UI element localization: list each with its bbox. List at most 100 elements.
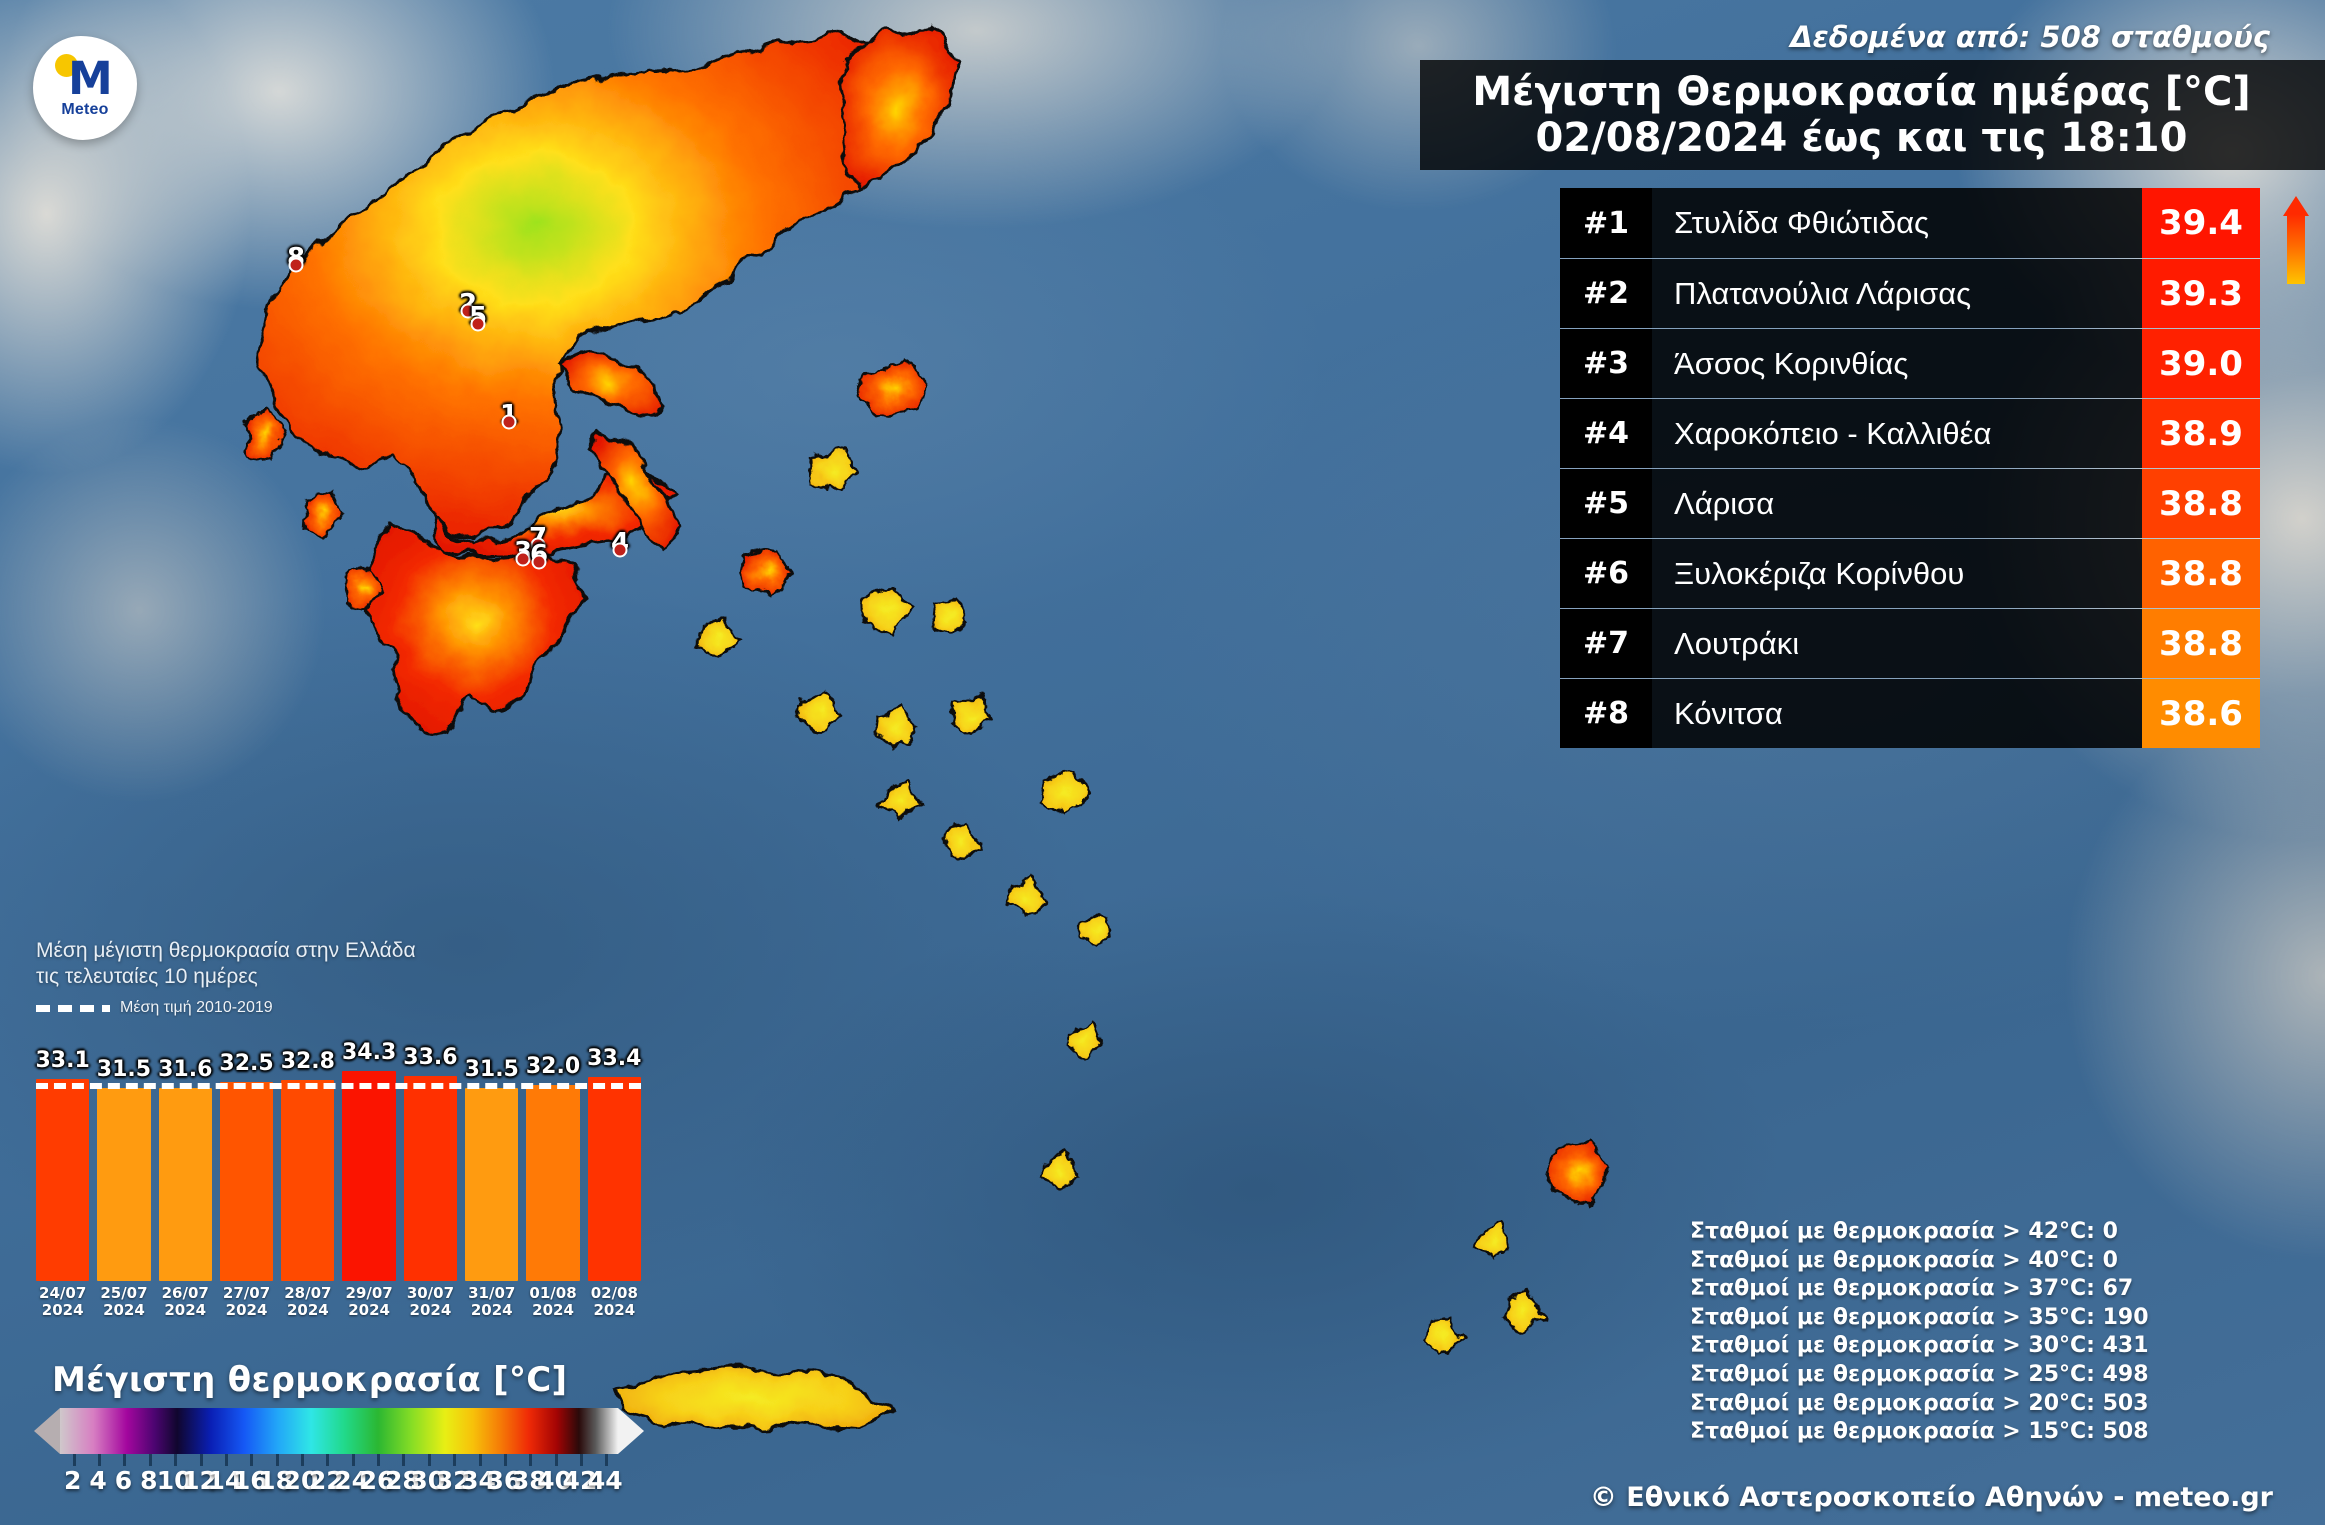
colorbar-tick <box>199 1454 203 1466</box>
copyright-line: © Εθνικό Αστεροσκοπείο Αθηνών - meteo.gr <box>1589 1482 2273 1513</box>
table-row: #8 Κόνιτσα 38.6 <box>1560 678 2260 748</box>
threshold-stat-line: Σταθμοί με θερμοκρασία > 30°C: 431 <box>1690 1333 2149 1359</box>
chart-date-label: 30/07 2024 <box>404 1285 457 1319</box>
colorbar-tick-labels: 2 4 6 8 10 12 14 16 18 20 22 24 26 28 30 32 34 36 38 40 42 44 <box>60 1466 623 1500</box>
threshold-stat-line: Σταθμοί με θερμοκρασία > 37°C: 67 <box>1690 1276 2134 1302</box>
colorbar-tick <box>250 1454 254 1466</box>
chart-date-label: 31/07 2024 <box>465 1285 518 1319</box>
colorbar-tick <box>579 1454 583 1466</box>
colorbar-tick-label: 4 <box>89 1466 107 1495</box>
threshold-stat-line: Σταθμοί με θερμοκρασία > 35°C: 190 <box>1690 1304 2149 1330</box>
chart-date-label: 02/08 2024 <box>588 1285 641 1319</box>
chart-bar <box>36 1078 90 1282</box>
colorbar-tick-label: 2 <box>63 1466 82 1495</box>
logo-sun-dot <box>55 54 78 77</box>
station-marker-dot <box>530 537 546 553</box>
table-row: #2 Πλατανούλια Λάρισας 39.3 <box>1560 258 2260 328</box>
colorbar-tick-label: 6 <box>114 1466 133 1495</box>
chart-bar-value: 33.4 <box>587 1045 642 1071</box>
chart-date-day: 30/07 <box>406 1284 455 1303</box>
chart-date-day: 02/08 <box>590 1284 638 1303</box>
colorbar-right-cap <box>618 1408 644 1454</box>
station-marker-dot <box>612 542 628 558</box>
colorbar-ticks <box>60 1454 618 1466</box>
station-marker-dot <box>470 316 486 332</box>
table-row: #6 Ξυλοκέριζα Κορίνθου 38.8 <box>1560 538 2260 608</box>
chart-date-year: 2024 <box>164 1301 207 1320</box>
station-temperature: 38.8 <box>2142 469 2260 538</box>
station-temperature: 38.8 <box>2142 539 2260 608</box>
colorbar-tick <box>605 1454 609 1466</box>
temperature-colorbar: Μέγιστη θερμοκρασία [°C] 2 4 6 8 10 12 14 16 18 2… <box>34 1360 644 1500</box>
chart-bar <box>587 1076 641 1282</box>
chart-caption-line2: τις τελευταίες 10 ημέρες <box>36 964 258 988</box>
chart-bar-value: 34.3 <box>341 1040 397 1066</box>
chart-bar-value: 31.5 <box>96 1057 152 1083</box>
logo-wordmark: Meteo <box>61 101 109 118</box>
colorbar-tick-label: 28 <box>385 1466 420 1495</box>
station-name: Κόνιτσα <box>1652 679 2142 748</box>
chart-bar <box>281 1080 335 1282</box>
colorbar-tick <box>123 1454 127 1466</box>
stations-count-note: Δεδομένα από: 508 σταθμούς <box>1790 20 2270 54</box>
colorbar-tick-label: 22 <box>308 1466 344 1495</box>
threshold-stat-line: Σταθμοί με θερμοκρασία > 20°C: 503 <box>1690 1390 2149 1416</box>
colorbar-tick-label: 16 <box>232 1466 268 1495</box>
chart-bar-value: 33.6 <box>403 1044 458 1070</box>
table-row: #4 Χαροκόπειο - Καλλιθέα 38.9 <box>1560 398 2260 468</box>
chart-bar-column: 31.6 <box>158 1031 212 1282</box>
station-marker-dot <box>531 554 547 570</box>
chart-date-day: 29/07 <box>345 1284 393 1303</box>
colorbar-tick <box>402 1454 406 1466</box>
chart-date-year: 2024 <box>41 1301 84 1320</box>
colorbar-tick <box>478 1454 482 1466</box>
table-row: #1 Στυλίδα Φθιώτιδας 39.4 <box>1560 188 2260 258</box>
colorbar-tick-label: 32 <box>435 1466 471 1495</box>
chart-legend-label: Μέση τιμή 2010-2019 <box>120 999 273 1017</box>
top-stations-table: #1 Στυλίδα Φθιώτιδας 39.4 #2 Πλατανούλια Λάρ… <box>1560 188 2260 748</box>
station-name: Λάρισα <box>1652 469 2142 538</box>
colorbar-tick <box>503 1454 507 1466</box>
colorbar-tick-label: 34 <box>461 1466 496 1495</box>
chart-date-year: 2024 <box>286 1301 329 1320</box>
chart-date-label: 25/07 2024 <box>97 1285 150 1319</box>
chart-date-day: 31/07 <box>468 1284 516 1303</box>
chart-date-day: 24/07 <box>39 1284 87 1303</box>
colorbar-tick <box>453 1454 457 1466</box>
station-marker-dot <box>288 257 304 273</box>
rank-number: #1 <box>1560 188 1652 258</box>
station-marker: 7 <box>518 523 558 565</box>
rank-number: #8 <box>1560 679 1652 748</box>
table-row: #3 Άσσος Κορινθίας 39.0 <box>1560 328 2260 398</box>
colorbar-tick <box>98 1454 102 1466</box>
colorbar-tick-label: 38 <box>511 1466 547 1495</box>
chart-bar-column: 32.5 <box>219 1031 274 1282</box>
arrow-shaft <box>2287 214 2305 284</box>
chart-caption: Μέση μέγιστη θερμοκρασία στην Ελλάδα τις… <box>36 938 656 989</box>
colorbar-tick-label: 40 <box>537 1466 572 1495</box>
chart-date-day: 25/07 <box>100 1284 148 1303</box>
threshold-statistics: Σταθμοί με θερμοκρασία > 42°C: 0 Σταθμοί … <box>1690 1218 2290 1447</box>
page-title: Μέγιστη Θερμοκρασία ημέρας [°C] <box>1472 68 2251 115</box>
station-temperature: 39.0 <box>2142 329 2260 398</box>
chart-bars: 33.1 31.5 31.6 32.5 32.8 34.3 33.6 31.5 32.0 33.4 <box>36 1031 642 1282</box>
colorbar-tick-label: 10 <box>156 1466 192 1495</box>
colorbar-title: Μέγιστη θερμοκρασία [°C] <box>52 1360 568 1400</box>
chart-date-year: 2024 <box>409 1301 452 1320</box>
chart-date-label: 26/07 2024 <box>159 1285 212 1319</box>
station-name: Λουτράκι <box>1652 609 2142 678</box>
chart-bar-value: 32.5 <box>219 1051 274 1077</box>
station-marker-dot <box>515 551 531 567</box>
colorbar-left-cap <box>34 1408 60 1454</box>
page-subtitle: 02/08/2024 έως και τις 18:10 <box>1535 115 2188 161</box>
colorbar-tick-label: 26 <box>359 1466 395 1495</box>
dashed-line-swatch <box>36 1004 110 1012</box>
chart-date-year: 2024 <box>225 1301 268 1320</box>
chart-date-year: 2024 <box>470 1301 513 1320</box>
station-temperature: 39.3 <box>2142 259 2260 328</box>
colorbar-tick-label: 42 <box>562 1466 598 1495</box>
chart-bar-column: 33.4 <box>587 1031 642 1282</box>
rank-number: #4 <box>1560 399 1652 468</box>
chart-bar <box>158 1087 212 1282</box>
chart-bar <box>342 1071 396 1282</box>
